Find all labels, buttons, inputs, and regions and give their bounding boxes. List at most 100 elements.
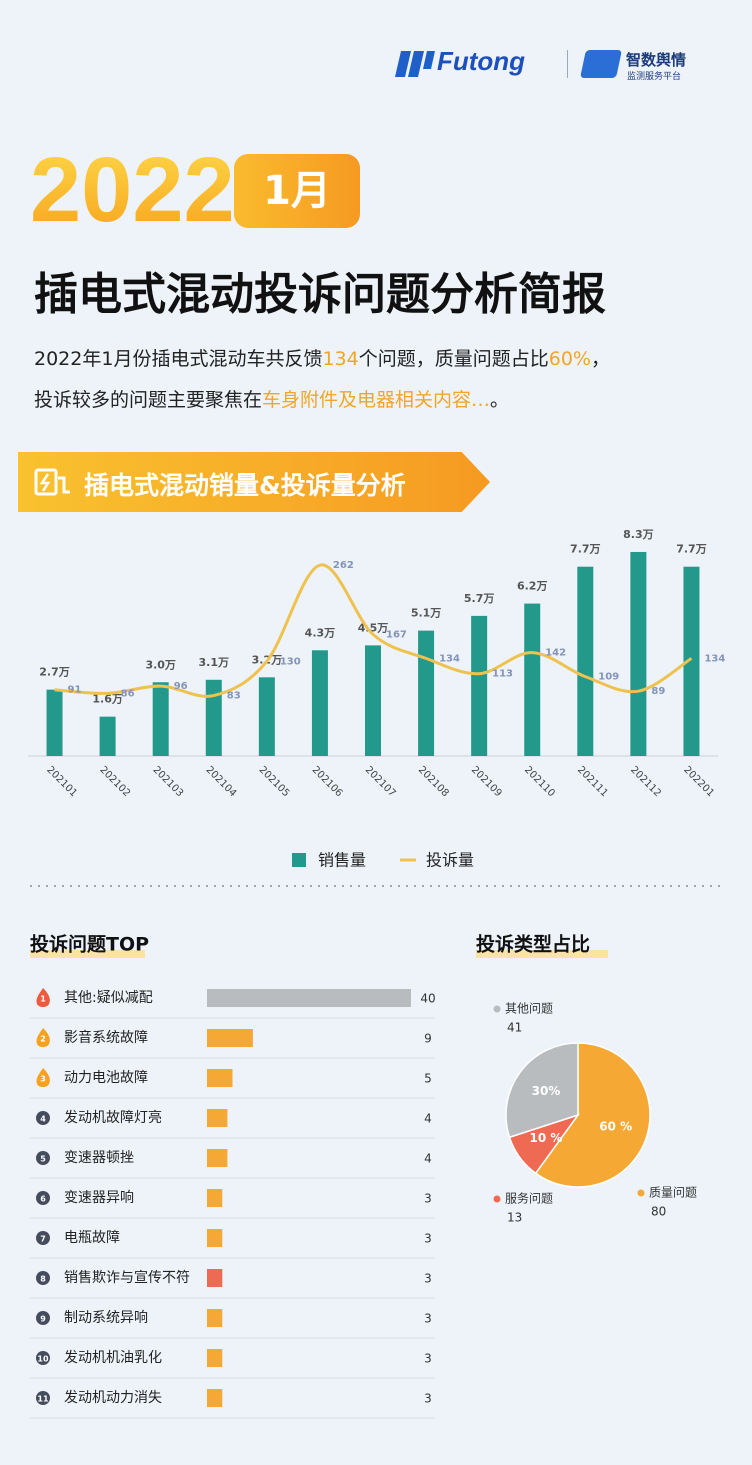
bar [683,566,700,756]
category-label: 变速器异响 [64,1190,134,1206]
line [54,563,693,698]
rank-badge [36,1351,50,1365]
month-badge: 1月 [234,154,360,228]
bar [207,1389,223,1407]
bar [630,551,647,756]
category-label: 销售欺诈与宣传不符 [64,1270,190,1286]
summary-highlight: 134 [322,348,359,370]
category-label: 制动系统异响 [64,1310,148,1326]
slice-label: 10 % [530,1131,563,1145]
category-label: 电瓶故障 [64,1230,120,1246]
rank-number: 3 [40,1075,46,1084]
value-label: 9 [424,1032,432,1046]
rank-flame [36,988,50,1007]
bar-value-label: 3.0万 [145,658,176,671]
bar [207,1069,233,1087]
line-value-label: 91 [68,685,82,696]
pie-slice [505,1042,579,1139]
panel-title: 投诉类型占比 [476,933,590,956]
rank-number: 7 [40,1235,46,1244]
bar [207,1269,223,1287]
category-label: 其他:疑似减配 [64,990,153,1006]
line-value-label: 262 [333,560,354,571]
brand-icon [395,51,435,77]
rank-number: 5 [40,1155,46,1164]
x-tick-label: 202108 [416,764,451,799]
title-underline [30,950,145,958]
bar [207,1349,223,1367]
summary-line: 2022年1月份插电式混动车共反馈134个问题，质量问题占比60%， [34,344,610,371]
value-label: 3 [424,1272,432,1286]
slice-label: 60 % [599,1120,632,1134]
bar-value-label: 7.7万 [570,543,601,556]
rank-flame [36,1068,50,1087]
legend-label: 质量问题 [649,1186,697,1200]
bar [207,1109,228,1127]
rank-flame [36,1028,50,1047]
line-value-label: 89 [651,686,665,697]
rank-number: 2 [40,1035,46,1044]
category-label: 影音系统故障 [64,1029,148,1046]
pie-slice [534,1042,651,1188]
value-label: 5 [424,1072,432,1086]
section-icon [34,468,70,496]
title-underline [476,950,608,958]
line-value-label: 83 [227,691,241,702]
bar [524,603,541,756]
rank-badge [36,1191,50,1205]
line-value-label: 134 [704,653,725,664]
summary-text: 2022年1月份插电式混动车共反馈 [34,348,323,370]
bar-value-label: 5.7万 [464,592,495,605]
rank-number: 11 [37,1395,49,1404]
bar-value-label: 1.6万 [92,693,123,706]
rank-badge [36,1391,50,1405]
rank-number: 10 [37,1355,49,1364]
bar [207,1029,253,1047]
legend-dot [493,1195,501,1203]
legend-label: 投诉量 [426,851,474,870]
value-label: 3 [424,1392,432,1406]
line-value-label: 109 [598,672,619,683]
rank-badge [36,1311,50,1325]
value-label: 3 [424,1312,432,1326]
x-tick-label: 202111 [575,764,610,799]
bar [207,1189,223,1207]
legend-count: 41 [507,1021,522,1035]
summary-highlight: 车身附件及电器相关内容… [262,389,491,411]
rank-badge [36,1231,50,1245]
legend-swatch [292,853,306,867]
value-label: 3 [424,1232,432,1246]
x-tick-label: 202110 [522,764,557,799]
legend-label: 服务问题 [505,1191,553,1206]
panel-title: 投诉问题TOP [30,933,149,956]
line-value-label: 130 [280,656,301,667]
slice-label: 30% [532,1084,561,1098]
bar [99,716,116,756]
section-title: 插电式混动销量&投诉量分析 [84,471,406,500]
bar [207,1149,228,1167]
summary-text: 。 [490,389,510,411]
line-value-label: 134 [439,653,460,664]
bar [418,630,435,756]
bar [207,1309,223,1327]
x-tick-label: 202201 [681,764,716,799]
brand-logo: Futong [395,46,555,82]
x-tick-label: 202106 [310,764,345,799]
line-value-label: 86 [121,688,135,699]
bar-value-label: 6.2万 [517,580,548,593]
category-label: 发动机故障灯亮 [64,1109,162,1126]
x-tick-label: 202105 [257,764,292,799]
summary-text: 个问题，质量问题占比 [358,348,549,370]
category-label: 发动机机油乳化 [64,1350,162,1366]
x-tick-label: 202109 [469,764,504,799]
x-tick-label: 202112 [628,764,663,799]
rank-number: 1 [40,995,46,1004]
bar-value-label: 3.1万 [199,656,230,669]
summary-line: 投诉较多的问题主要聚焦在车身附件及电器相关内容…。 [34,385,509,412]
bar [311,650,328,756]
value-label: 40 [420,992,435,1006]
brand-name: Futong [437,46,526,76]
report-title: 插电式混动投诉问题分析简报 [34,269,606,320]
